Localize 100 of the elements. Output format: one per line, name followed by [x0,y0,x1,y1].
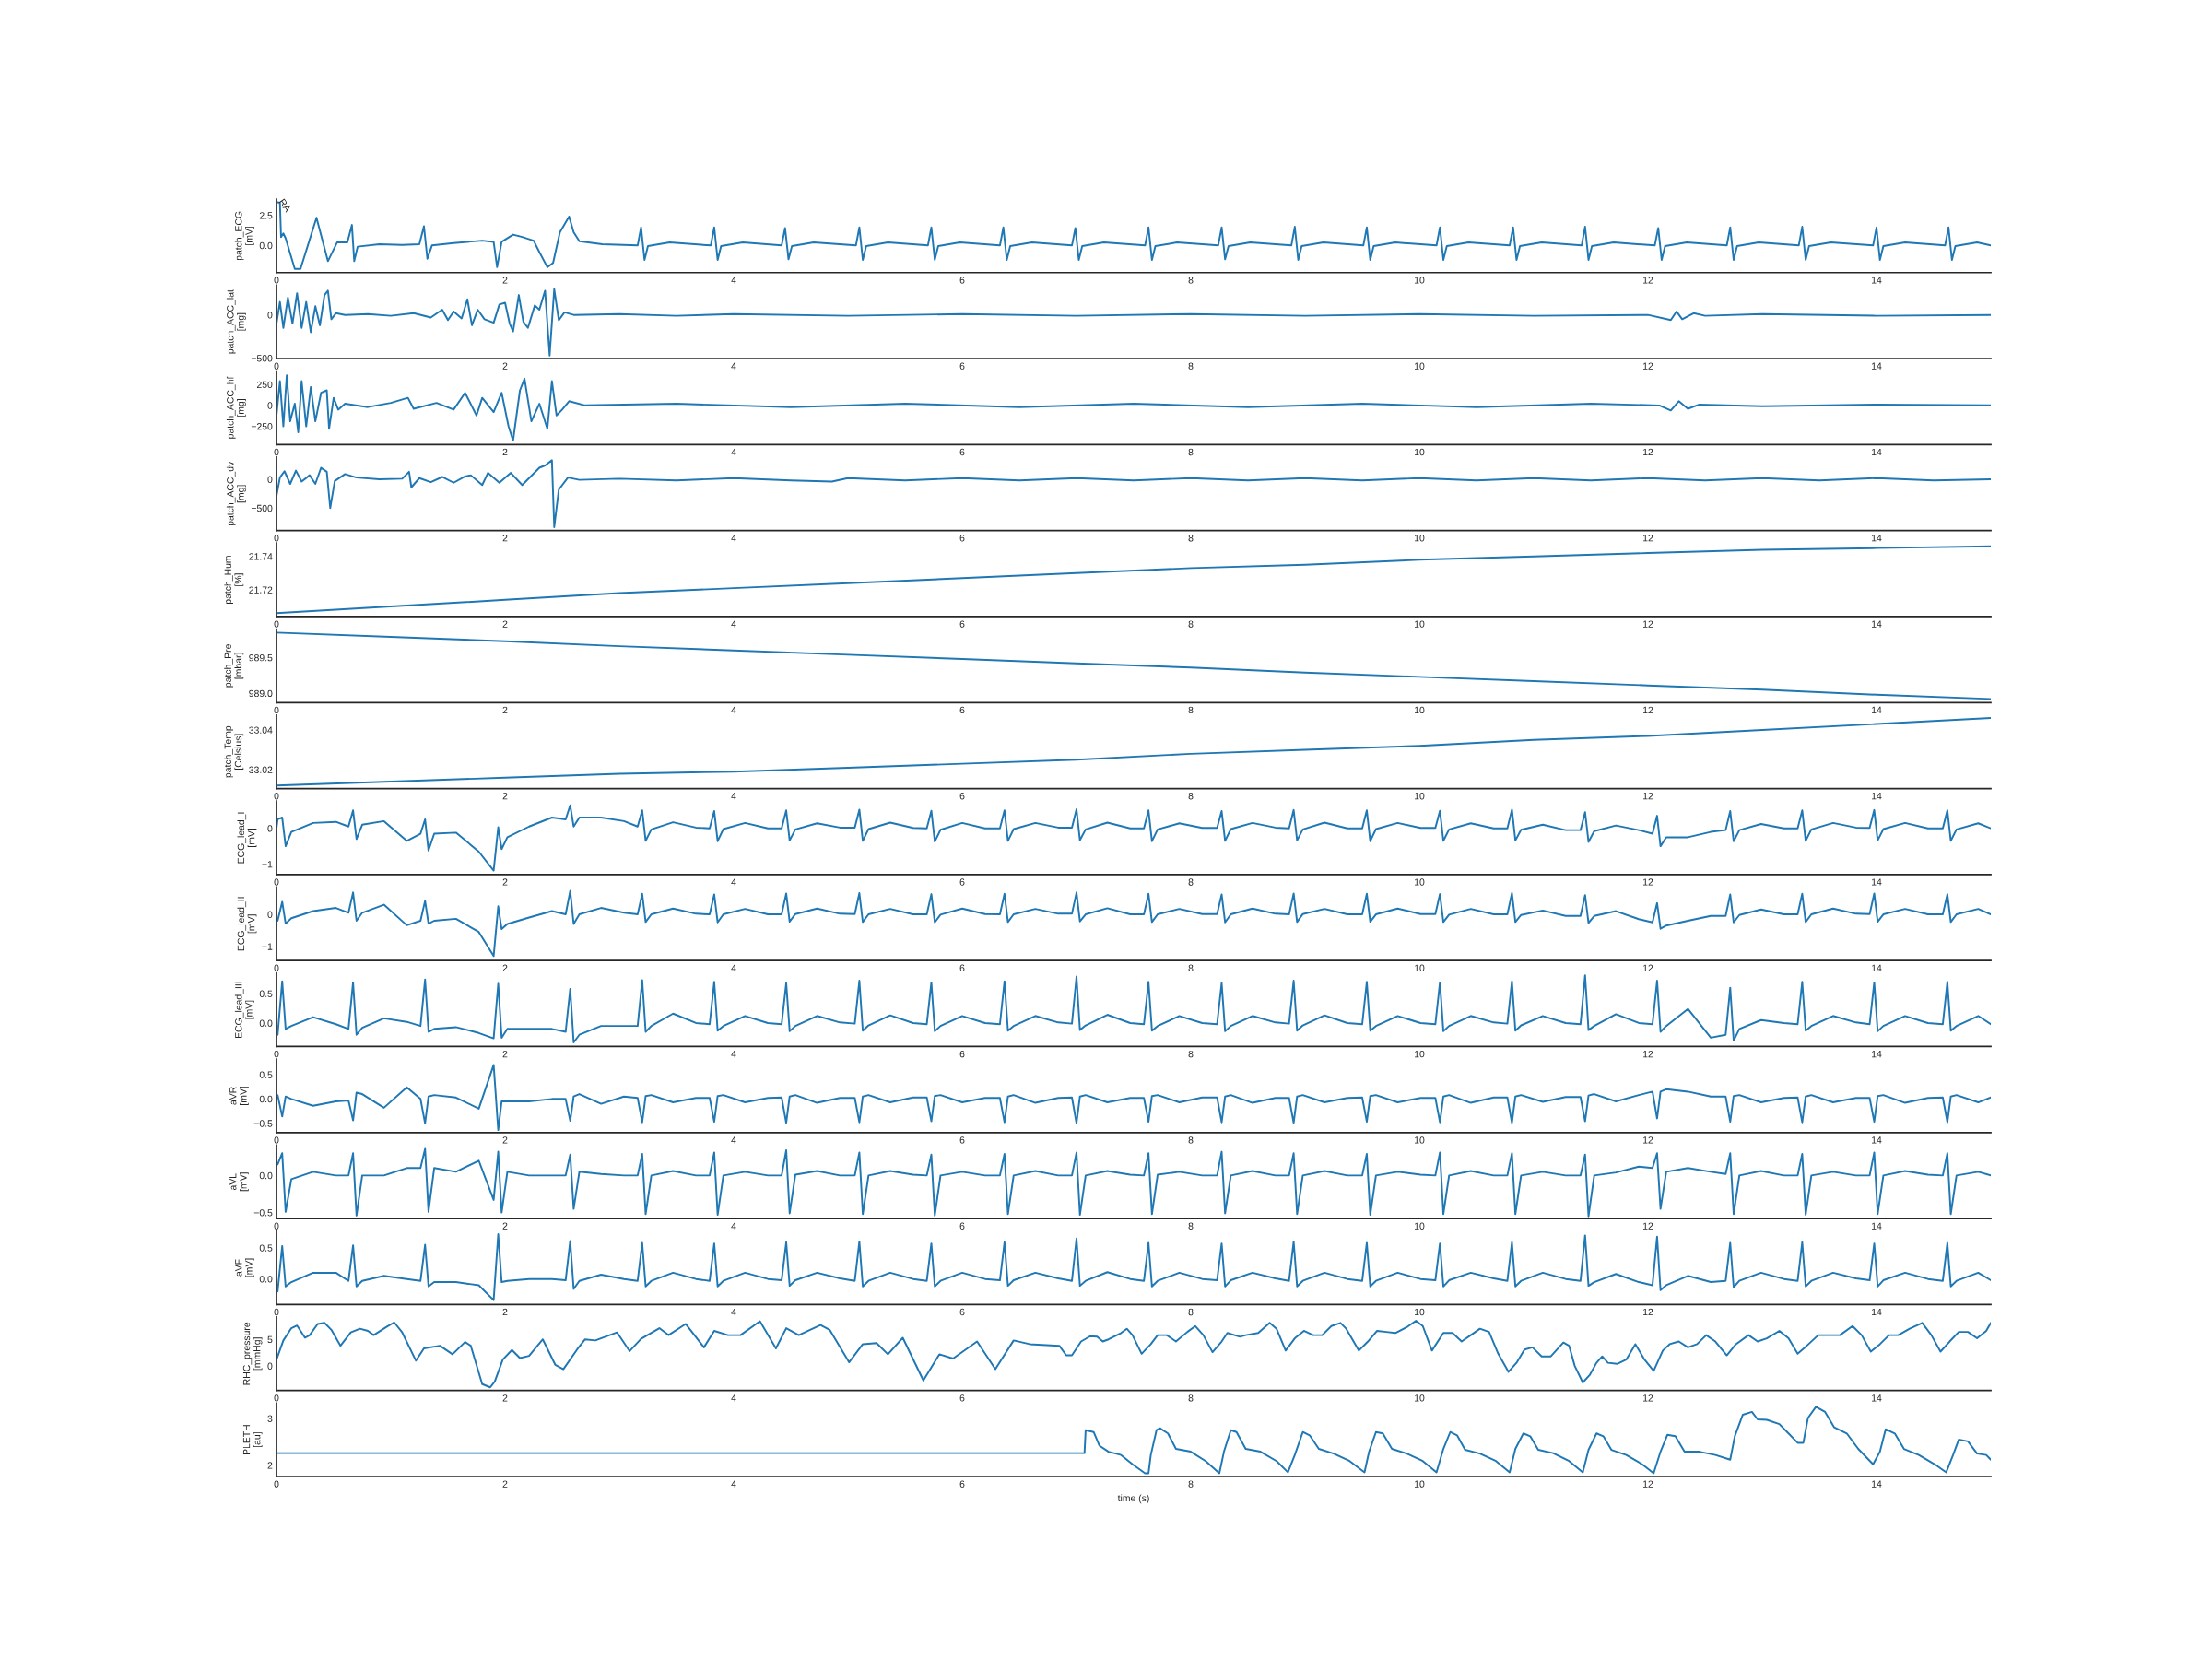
y-tick-label: −1 [262,943,273,950]
x-tick-label: 12 [1643,878,1653,886]
y-axis-title: patch_ACC_lat [mg] [226,289,246,354]
x-tick-label: 14 [1872,535,1882,542]
y-tick-label: 0.5 [259,1244,273,1252]
x-tick-label: 14 [1872,276,1882,284]
x-tick-label: 10 [1415,878,1425,886]
line-series [276,717,1991,787]
x-tick-label: 14 [1872,1394,1882,1402]
line-series [276,889,1991,958]
x-tick-label: 0 [274,276,279,284]
x-tick-label: 6 [959,793,965,800]
x-tick-label: 10 [1415,276,1425,284]
x-tick-label: 2 [502,793,508,800]
x-axis-title: time (s) [1117,1494,1149,1504]
y-tick-label: 0 [267,825,273,832]
x-tick-label: 0 [274,706,279,714]
x-tick-label: 14 [1872,1222,1882,1230]
x-tick-label: 4 [731,706,736,713]
line-series [276,545,1991,615]
x-tick-label: 12 [1643,1136,1653,1144]
x-tick-label: 6 [959,706,965,714]
x-tick-label: 0 [274,1050,279,1058]
x-tick-label: 14 [1872,878,1882,886]
x-tick-label: 10 [1415,793,1425,800]
y-axis-title: RHC_pressure [mmHg] [242,1322,263,1385]
x-tick-label: 10 [1415,362,1425,370]
x-tick-label: 4 [731,535,736,542]
y-tick-label: −1 [262,861,273,868]
y-tick-label: 989.0 [249,689,273,698]
y-tick-label: 0 [267,402,273,409]
x-tick-label: 10 [1415,620,1425,628]
x-tick-label: 0 [274,1308,279,1316]
x-tick-label: 8 [1188,1222,1194,1230]
y-tick-label: 0.5 [259,1071,273,1078]
x-tick-label: 14 [1872,448,1882,456]
x-tick-label: 14 [1872,964,1882,971]
x-tick-label: 6 [959,1136,965,1144]
y-tick-label: 2 [267,1462,273,1469]
x-tick-label: 2 [502,535,508,542]
x-tick-label: 8 [1188,1394,1194,1402]
x-tick-label: 14 [1872,793,1882,800]
x-tick-label: 8 [1188,706,1194,714]
y-tick-label: 21.72 [249,586,273,594]
x-tick-label: 10 [1415,1394,1425,1402]
x-tick-label: 2 [502,448,508,456]
x-tick-label: 12 [1643,535,1653,542]
y-tick-label: 2.5 [259,212,273,219]
x-tick-label: 8 [1188,362,1194,370]
x-tick-label: 2 [502,878,508,886]
y-tick-label: −0.5 [253,1209,273,1217]
y-tick-label: 33.02 [249,766,273,773]
x-tick-label: 8 [1188,448,1194,456]
y-tick-label: 0 [267,1362,273,1370]
x-tick-label: 12 [1643,793,1653,800]
x-tick-label: 12 [1643,1308,1653,1316]
y-axis-title: ECG_lead_II [mV] [237,897,257,951]
y-tick-label: 3 [267,1415,273,1422]
x-tick-label: 0 [274,793,279,800]
x-tick-label: 4 [731,1222,736,1230]
x-tick-label: 2 [502,1480,508,1488]
x-tick-label: 10 [1415,535,1425,542]
x-tick-label: 2 [502,706,508,713]
x-tick-label: 12 [1643,1222,1653,1230]
x-tick-label: 0 [274,448,279,456]
x-tick-label: 0 [274,1136,279,1144]
x-tick-label: 14 [1872,620,1882,628]
x-tick-label: 6 [959,535,965,542]
y-axis-title: PLETH [au] [242,1425,263,1455]
y-tick-label: 0 [267,911,273,918]
x-tick-label: 6 [959,362,965,370]
x-tick-label: 4 [731,1136,736,1144]
y-tick-label: 21.74 [249,553,273,560]
y-axis-title: ECG_lead_III [mV] [234,982,254,1039]
x-tick-label: 0 [274,964,279,971]
x-tick-label: 2 [502,964,508,971]
x-tick-label: 8 [1188,620,1194,628]
y-axis-title: patch_ECG [mV] [234,211,254,261]
y-tick-label: 0 [267,476,273,483]
x-tick-label: 10 [1415,1480,1425,1488]
x-tick-label: 4 [731,1308,736,1316]
x-tick-label: 0 [274,1394,279,1402]
x-tick-label: 0 [274,878,279,886]
x-tick-label: 6 [959,1394,965,1402]
y-axis-title: patch_ACC_hf [mg] [226,376,246,439]
x-tick-label: 14 [1872,1308,1882,1316]
x-tick-label: 12 [1643,1050,1653,1058]
x-tick-label: 14 [1872,706,1882,713]
x-tick-label: 6 [959,276,965,284]
x-tick-label: 8 [1188,878,1194,886]
y-axis-title: ECG_lead_I [mV] [237,812,257,864]
x-tick-label: 12 [1643,706,1653,713]
line-series [276,804,1991,872]
line-series [276,1320,1991,1389]
x-tick-label: 4 [731,1480,736,1488]
x-tick-label: 10 [1415,1308,1425,1316]
y-axis-title: patch_Temp [Celsius] [224,725,244,778]
y-tick-label: 0.0 [259,1019,273,1027]
x-tick-label: 14 [1872,1136,1882,1144]
line-series [276,974,1991,1043]
